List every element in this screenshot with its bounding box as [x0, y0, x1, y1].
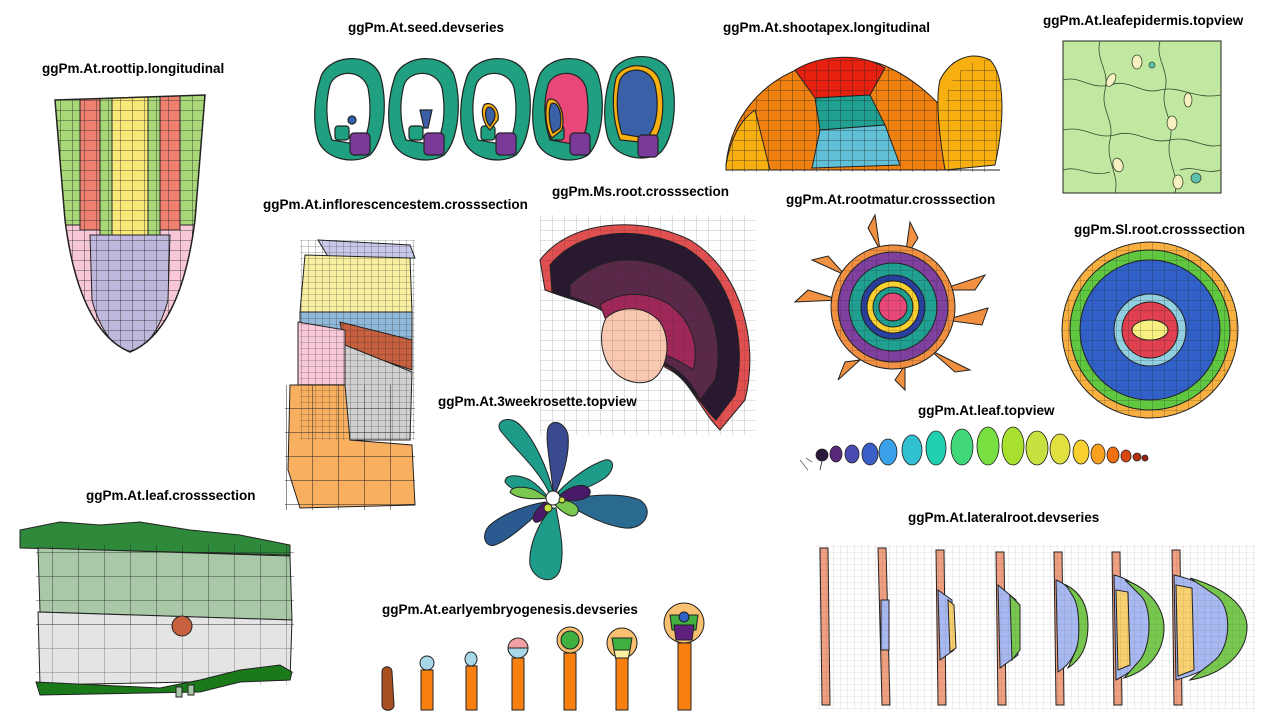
embryo-title: ggPm.At.earlyembryogenesis.devseries — [382, 602, 638, 617]
lateralroot-title: ggPm.At.lateralroot.devseries — [908, 510, 1100, 525]
seed-title: ggPm.At.seed.devseries — [348, 20, 505, 35]
rootmatur-title: ggPm.At.rootmatur.crosssection — [786, 192, 996, 207]
shootapex-figure — [725, 55, 1003, 172]
shootapex-title: ggPm.At.shootapex.longitudinal — [723, 20, 930, 35]
rootmatur-figure — [793, 213, 989, 392]
leafepidermis-title: ggPm.At.leafepidermis.topview — [1043, 13, 1244, 28]
inflorescencestem-figure — [285, 239, 416, 510]
seed-1 — [314, 58, 385, 161]
leafcross-figure — [19, 521, 294, 698]
embryo-6 — [606, 627, 638, 711]
msroot-title: ggPm.Ms.root.crosssection — [552, 184, 730, 199]
leaftop-figure — [799, 426, 1149, 471]
embryo-figure — [381, 602, 705, 711]
leaftop-title: ggPm.At.leaf.topview — [918, 403, 1055, 418]
seed-3 — [460, 58, 531, 161]
lateralroot-figure — [815, 545, 1255, 710]
inflorescencestem-title: ggPm.At.inflorescencestem.crosssection — [263, 197, 528, 212]
seed-figure — [314, 56, 675, 161]
rosette-figure — [484, 419, 648, 580]
embryo-3 — [464, 651, 478, 711]
embryo-7 — [663, 602, 705, 711]
roottip-figure — [54, 94, 206, 353]
roottip-title: ggPm.At.roottip.longitudinal — [42, 61, 225, 76]
embryo-2 — [419, 655, 435, 711]
seed-5 — [604, 56, 675, 159]
slroot-figure — [1061, 241, 1239, 419]
leafepidermis-figure — [1062, 40, 1222, 194]
stomata — [1105, 54, 1202, 190]
embryo-5 — [556, 626, 584, 711]
seed-4 — [532, 58, 603, 161]
embryo-4 — [507, 637, 529, 711]
slroot-title: ggPm.Sl.root.crosssection — [1074, 222, 1246, 237]
msroot-figure — [539, 215, 755, 435]
seed-2 — [388, 58, 459, 161]
leafcross-title: ggPm.At.leaf.crosssection — [86, 488, 256, 503]
